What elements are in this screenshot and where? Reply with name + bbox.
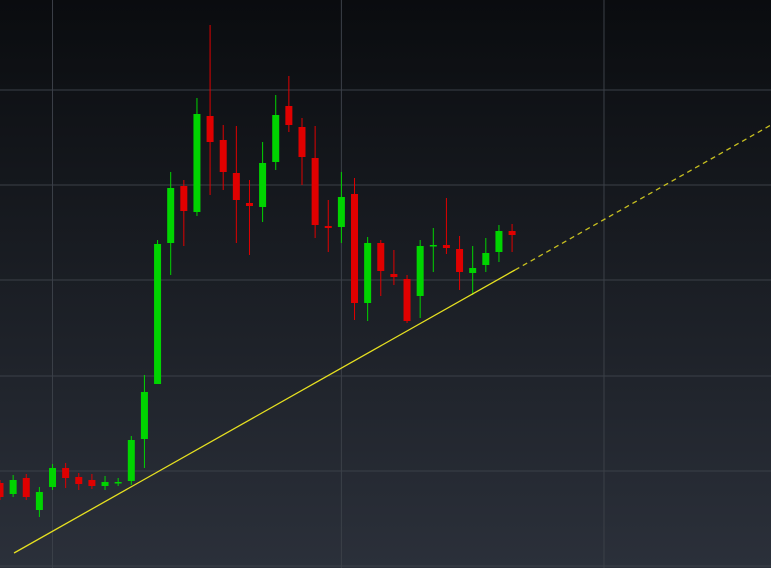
candle-body [508,231,516,235]
candle-body [272,115,280,162]
candle-body [154,244,162,384]
candle-body [180,186,188,211]
candle-body [403,279,411,321]
candle-body [482,253,490,265]
candle-body [324,226,332,228]
candle-body [88,480,96,486]
trend-line [13,269,516,554]
candle-body [49,468,57,487]
candle-body [114,482,122,484]
candle-body [62,468,70,478]
candle-body [456,249,464,272]
trend-line [514,124,771,271]
candle-body [219,140,227,172]
candle-body [232,173,240,200]
candle-body [22,478,30,497]
candle-body [75,477,83,484]
candle-body [245,203,253,206]
candle-body [167,188,175,243]
candle-body [337,197,345,227]
candle-body [193,114,201,212]
candle-body [442,245,450,248]
candle-body [285,106,293,125]
candle-body [377,243,385,271]
candle-body [259,163,267,207]
candle-body [298,127,306,157]
candle-body [127,440,135,481]
candle-body [390,274,398,277]
candle-body [469,268,477,273]
candle-body [364,243,372,303]
candle-body [9,480,17,494]
candle-body [35,492,43,510]
candle-body [495,231,503,252]
candle-body [206,116,214,142]
candle-body [140,392,148,439]
candle-body [351,194,359,303]
candle-body [0,483,4,497]
candle-body [429,245,437,247]
candle-body [311,158,319,225]
candle-body [101,482,109,486]
candle-body [416,246,424,296]
